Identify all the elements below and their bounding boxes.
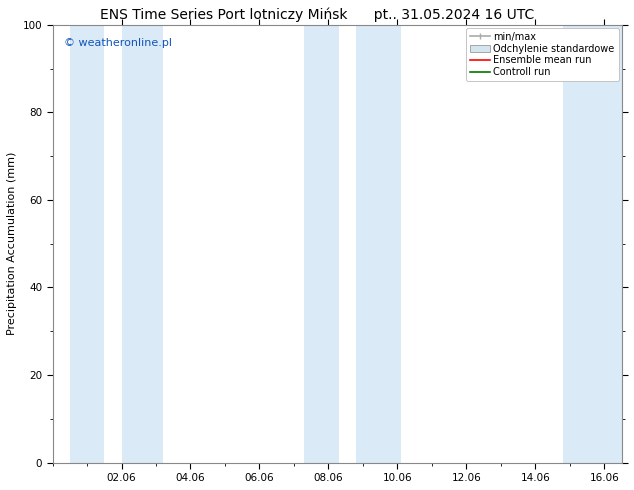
Legend: min/max, Odchylenie standardowe, Ensemble mean run, Controll run: min/max, Odchylenie standardowe, Ensembl…: [466, 27, 619, 81]
Y-axis label: Precipitation Accumulation (mm): Precipitation Accumulation (mm): [7, 152, 17, 335]
Text: ENS Time Series Port lotniczy Mińsk      pt.. 31.05.2024 16 UTC: ENS Time Series Port lotniczy Mińsk pt..…: [100, 7, 534, 22]
Bar: [563, 25, 621, 463]
Bar: [304, 25, 339, 463]
Bar: [356, 25, 401, 463]
Bar: [70, 25, 104, 463]
Bar: [122, 25, 163, 463]
Text: © weatheronline.pl: © weatheronline.pl: [64, 38, 172, 48]
